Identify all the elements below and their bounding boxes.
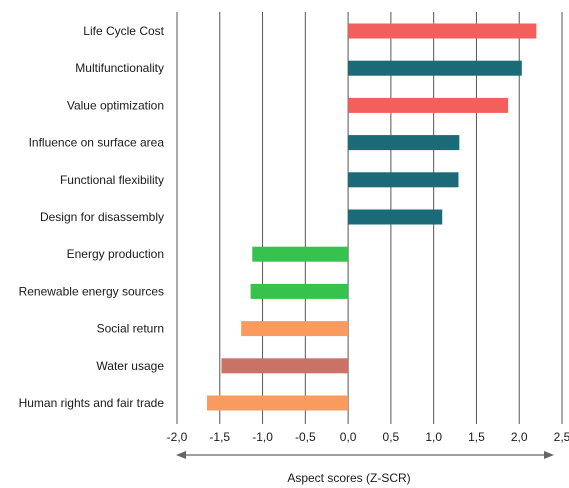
category-label: Human rights and fair trade	[19, 396, 165, 410]
x-tick-label: -1,5	[209, 430, 230, 444]
x-tick-label: -1,0	[252, 430, 273, 444]
bars	[206, 23, 537, 411]
x-tick-label: 1,5	[468, 430, 485, 444]
x-tick-label: 0,5	[383, 430, 400, 444]
category-label: Social return	[97, 322, 164, 336]
category-labels: Life Cycle Cost Multifunctionality Value o…	[19, 24, 165, 410]
x-axis-arrow	[176, 451, 554, 459]
category-label: Renewable energy sources	[19, 284, 164, 298]
category-label: Design for disassembly	[40, 210, 164, 224]
bar	[348, 60, 522, 76]
bar	[348, 97, 509, 113]
bar	[241, 321, 349, 337]
category-label: Value optimization	[67, 98, 164, 112]
bar	[348, 209, 443, 225]
category-label: Influence on surface area	[29, 136, 165, 150]
category-label: Water usage	[96, 359, 164, 373]
bar	[221, 358, 349, 374]
category-label: Life Cycle Cost	[83, 24, 164, 38]
x-tick-label: 1,0	[425, 430, 442, 444]
x-tick-label: -0,5	[295, 430, 316, 444]
x-tick-labels: -2,0 -1,5 -1,0 -0,5 0,0 0,5 1,0 1,5 2,0 2,5	[167, 430, 569, 444]
category-label: Multifunctionality	[75, 61, 164, 75]
x-tick-label: -2,0	[167, 430, 188, 444]
bar	[206, 395, 349, 411]
bar	[250, 283, 349, 299]
bar	[348, 23, 537, 39]
x-tick-label: 0,0	[340, 430, 357, 444]
category-label: Functional flexibility	[60, 173, 164, 187]
category-label: Energy production	[67, 247, 164, 261]
bar	[348, 135, 460, 151]
bar	[348, 172, 459, 188]
bar	[252, 246, 349, 262]
x-axis-title: Aspect scores (Z-SCR)	[287, 471, 410, 485]
x-tick-label: 2,0	[511, 430, 528, 444]
x-tick-label: 2,5	[554, 430, 569, 444]
